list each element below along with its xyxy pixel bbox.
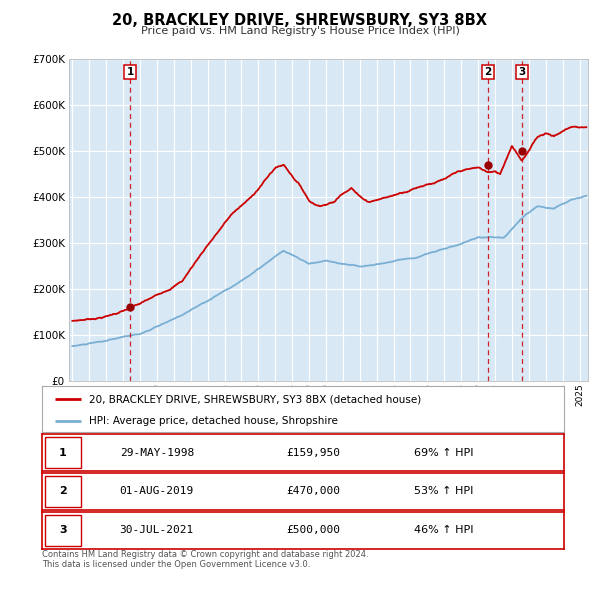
Text: 30-JUL-2021: 30-JUL-2021	[120, 526, 194, 535]
Text: 69% ↑ HPI: 69% ↑ HPI	[414, 448, 473, 457]
Text: 20, BRACKLEY DRIVE, SHREWSBURY, SY3 8BX: 20, BRACKLEY DRIVE, SHREWSBURY, SY3 8BX	[113, 13, 487, 28]
Text: 3: 3	[518, 67, 526, 77]
Text: 2: 2	[484, 67, 491, 77]
Text: 53% ↑ HPI: 53% ↑ HPI	[414, 487, 473, 496]
Text: HPI: Average price, detached house, Shropshire: HPI: Average price, detached house, Shro…	[89, 415, 338, 425]
FancyBboxPatch shape	[44, 437, 81, 468]
FancyBboxPatch shape	[44, 476, 81, 507]
Text: 20, BRACKLEY DRIVE, SHREWSBURY, SY3 8BX (detached house): 20, BRACKLEY DRIVE, SHREWSBURY, SY3 8BX …	[89, 394, 421, 404]
Text: Contains HM Land Registry data © Crown copyright and database right 2024.: Contains HM Land Registry data © Crown c…	[42, 550, 368, 559]
FancyBboxPatch shape	[44, 515, 81, 546]
Text: This data is licensed under the Open Government Licence v3.0.: This data is licensed under the Open Gov…	[42, 560, 310, 569]
Text: 2: 2	[59, 487, 67, 496]
Text: 1: 1	[59, 448, 67, 457]
Text: 01-AUG-2019: 01-AUG-2019	[120, 487, 194, 496]
Text: £470,000: £470,000	[286, 487, 340, 496]
Text: 1: 1	[127, 67, 134, 77]
Text: 3: 3	[59, 526, 67, 535]
Text: £159,950: £159,950	[286, 448, 340, 457]
Text: 46% ↑ HPI: 46% ↑ HPI	[414, 526, 473, 535]
Text: 29-MAY-1998: 29-MAY-1998	[120, 448, 194, 457]
Text: £500,000: £500,000	[286, 526, 340, 535]
Text: Price paid vs. HM Land Registry's House Price Index (HPI): Price paid vs. HM Land Registry's House …	[140, 26, 460, 36]
